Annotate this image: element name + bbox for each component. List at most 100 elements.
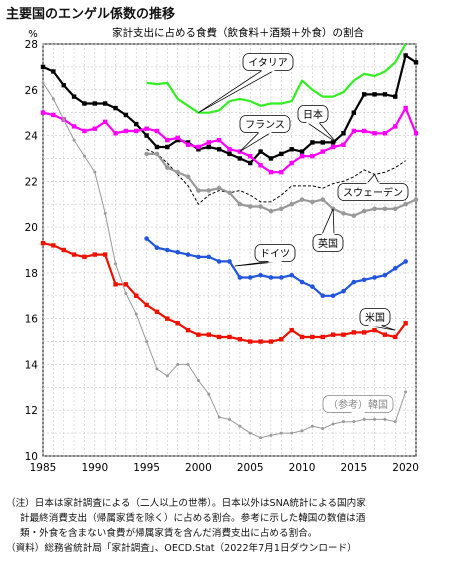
callout-joint-germany [268,260,282,263]
data-point-france [403,105,408,111]
data-point-germany [372,275,377,280]
data-point-japan [361,92,367,97]
data-point-japan [372,92,377,97]
data-point-uk [165,165,170,170]
data-point-france [165,137,170,143]
page-title: 主要国のエンゲル係数の推移 [6,7,176,22]
data-point-usa [40,240,46,246]
callout-joint-italy [261,69,275,72]
data-point-korea [331,422,335,426]
data-point-france [289,160,294,166]
data-point-usa [310,334,315,340]
data-point-usa [351,330,357,335]
callout-joint-usa [368,324,382,327]
data-point-usa [320,334,325,340]
data-point-germany [227,259,232,264]
y-tick-label: 20 [25,222,38,234]
data-point-korea [207,392,211,396]
chart: 家計支出に占める食費（飲食料＋酒類＋外食）の割合 % イタリア日本フランススウェ… [25,26,419,474]
data-point-france [299,153,305,159]
data-point-japan [216,147,222,152]
data-point-korea [124,291,128,295]
data-point-usa [185,327,191,333]
y-tick-label: 14 [25,359,39,371]
data-point-france [382,131,388,136]
data-point-france [393,124,398,129]
data-point-korea [248,431,252,435]
series-line-korea [42,82,407,439]
series-label-uk: 英国 [318,237,338,250]
data-point-korea [373,417,377,421]
data-point-japan [165,144,170,150]
data-point-usa [216,334,222,340]
data-point-japan [237,156,243,161]
x-tick-label: 1990 [81,462,108,474]
data-point-germany [165,247,170,253]
note-line: （資料）総務省統計局「家計調査」、OECD.Stat（2022年7月1日ダウンロ… [6,543,357,554]
data-point-uk [361,208,367,214]
series-label-france: フランス [245,119,285,131]
data-point-usa [144,302,149,308]
data-point-usa [71,252,77,257]
data-point-usa [279,337,284,342]
series-label-korea: （参考）韓国 [328,398,388,411]
data-point-france [196,144,201,150]
data-point-japan [206,144,211,150]
data-point-uk [341,211,346,216]
y-tick-label: 22 [25,176,38,188]
series-label-sweden: スウェーデン [343,186,403,199]
data-point-japan [289,147,294,152]
data-point-korea [155,367,159,371]
data-point-france [113,131,118,136]
data-point-uk [403,201,408,207]
data-point-usa [102,252,108,257]
data-point-uk [247,204,253,209]
data-point-germany [247,275,253,280]
data-point-uk [154,151,160,157]
data-point-germany [289,272,294,278]
callout-joint-france [258,131,272,134]
data-point-korea [103,211,107,215]
data-point-france [227,147,232,152]
data-point-uk [382,206,388,212]
data-point-france [413,131,419,136]
data-point-france [102,119,108,125]
x-tick-label: 2020 [392,462,419,474]
y-tick-label: 28 [25,39,38,51]
data-point-usa [175,321,180,326]
data-point-korea [321,427,325,431]
data-point-usa [403,321,408,326]
series-label-italy: イタリア [248,57,288,69]
data-point-usa [196,332,201,337]
data-point-uk [351,213,357,218]
data-point-france [82,128,87,134]
data-point-japan [134,121,139,127]
data-point-japan [227,151,232,157]
data-point-korea [238,424,242,428]
data-point-uk [175,169,180,175]
data-point-usa [165,316,170,321]
data-point-uk [299,197,305,202]
data-point-japan [61,83,66,88]
data-point-france [372,131,377,136]
data-point-germany [392,266,398,271]
data-point-germany [403,259,408,264]
data-point-usa [237,337,243,342]
x-tick-label: 2015 [340,462,367,474]
data-point-japan [196,147,201,152]
data-point-germany [279,275,284,280]
data-point-usa [92,252,98,257]
data-point-germany [351,279,357,285]
data-point-korea [114,262,118,266]
data-point-france [248,153,253,159]
data-point-japan [102,101,108,106]
data-point-japan [248,160,253,166]
y-tick-label: 16 [25,314,39,326]
data-point-france [175,135,180,141]
x-tick-label: 2010 [289,462,316,474]
data-point-uk [310,199,315,205]
callout-joint-korea [351,411,365,414]
data-point-usa [248,339,253,344]
data-point-korea [290,431,294,435]
data-point-france [144,126,149,131]
